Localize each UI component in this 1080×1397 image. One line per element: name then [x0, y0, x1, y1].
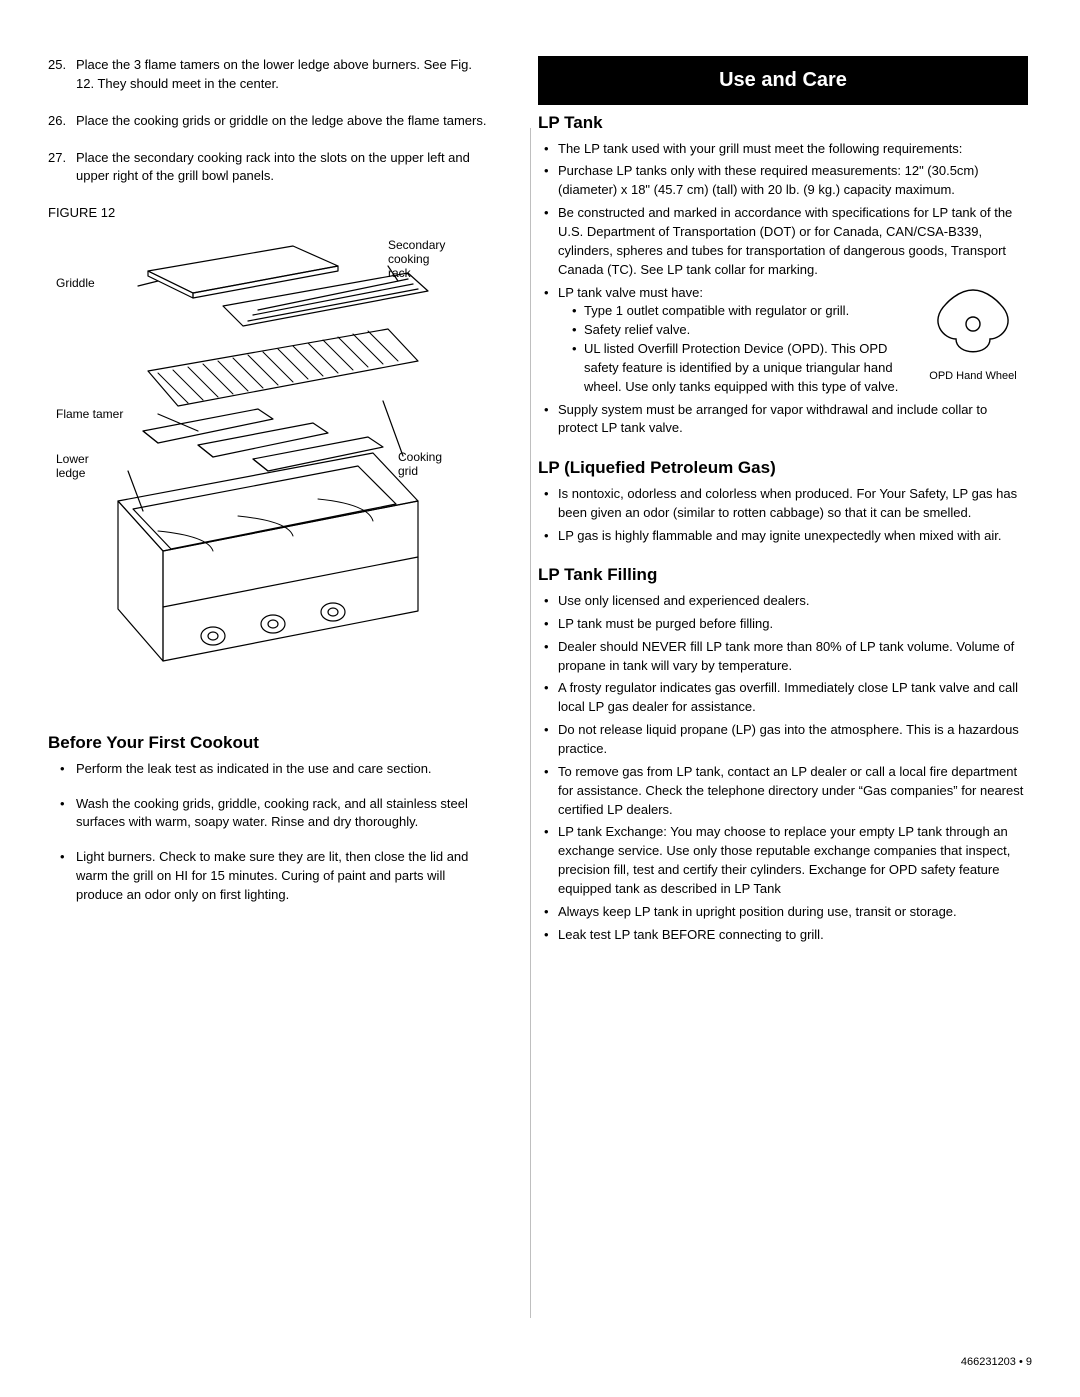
column-divider — [530, 128, 531, 1318]
lp-tank-heading: LP Tank — [538, 111, 1028, 136]
callout-lower-ledge: Lower ledge — [56, 453, 111, 481]
list-item: Purchase LP tanks only with these requir… — [538, 162, 1028, 200]
lp-gas-list: Is nontoxic, odorless and colorless when… — [538, 485, 1028, 546]
use-and-care-banner: Use and Care — [538, 56, 1028, 105]
list-item: Dealer should NEVER fill LP tank more th… — [538, 638, 1028, 676]
list-item: A frosty regulator indicates gas overfil… — [538, 679, 1028, 717]
list-item: Be constructed and marked in accordance … — [538, 204, 1028, 279]
list-item: OPD Hand Wheel LP tank valve must have: … — [538, 284, 1028, 397]
list-item: Wash the cooking grids, griddle, cooking… — [48, 795, 488, 833]
step-25: 25. Place the 3 flame tamers on the lowe… — [48, 56, 488, 94]
lp-gas-heading: LP (Liquefied Petroleum Gas) — [538, 456, 1028, 481]
left-column: 25. Place the 3 flame tamers on the lowe… — [48, 56, 488, 948]
figure-12: Griddle Flame tamer Lower ledge Secondar… — [48, 231, 448, 701]
callout-flame-tamer: Flame tamer — [56, 408, 123, 422]
list-item: LP tank must be purged before filling. — [538, 615, 1028, 634]
before-first-cookout-list: Perform the leak test as indicated in th… — [48, 760, 488, 905]
step-text: Place the 3 flame tamers on the lower le… — [76, 56, 488, 94]
list-item: Light burners. Check to make sure they a… — [48, 848, 488, 905]
step-text: Place the secondary cooking rack into th… — [76, 149, 488, 187]
step-number: 25. — [48, 56, 76, 94]
valve-intro: LP tank valve must have: — [558, 285, 703, 300]
callout-secondary-rack: Secondary cooking rack — [388, 239, 445, 280]
list-item: Type 1 outlet compatible with regulator … — [572, 302, 1028, 321]
list-item: Safety relief valve. — [572, 321, 1028, 340]
before-first-cookout-heading: Before Your First Cookout — [48, 731, 488, 756]
callout-cooking-grid: Cooking grid — [398, 451, 442, 479]
step-27: 27. Place the secondary cooking rack int… — [48, 149, 488, 187]
lp-tank-list: The LP tank used with your grill must me… — [538, 140, 1028, 439]
list-item: Supply system must be arranged for vapor… — [538, 401, 1028, 439]
figure-caption: FIGURE 12 — [48, 204, 488, 223]
list-item: To remove gas from LP tank, contact an L… — [538, 763, 1028, 820]
step-number: 26. — [48, 112, 76, 131]
page-footer: 466231203 • 9 — [961, 1355, 1032, 1371]
assembly-steps: 25. Place the 3 flame tamers on the lowe… — [48, 56, 488, 186]
list-item: LP gas is highly flammable and may ignit… — [538, 527, 1028, 546]
step-number: 27. — [48, 149, 76, 187]
list-item: Perform the leak test as indicated in th… — [48, 760, 488, 779]
callout-griddle: Griddle — [56, 277, 95, 291]
step-text: Place the cooking grids or griddle on th… — [76, 112, 488, 131]
valve-sub-list: Type 1 outlet compatible with regulator … — [558, 302, 1028, 396]
right-column: Use and Care LP Tank The LP tank used wi… — [538, 56, 1028, 948]
list-item: Is nontoxic, odorless and colorless when… — [538, 485, 1028, 523]
step-26: 26. Place the cooking grids or griddle o… — [48, 112, 488, 131]
list-item: LP tank Exchange: You may choose to repl… — [538, 823, 1028, 898]
list-item: Always keep LP tank in upright position … — [538, 903, 1028, 922]
lp-tank-filling-heading: LP Tank Filling — [538, 563, 1028, 588]
lp-tank-filling-list: Use only licensed and experienced dealer… — [538, 592, 1028, 944]
list-item: Leak test LP tank BEFORE connecting to g… — [538, 926, 1028, 945]
list-item: The LP tank used with your grill must me… — [538, 140, 1028, 159]
list-item: UL listed Overfill Protection Device (OP… — [572, 340, 1028, 397]
list-item: Use only licensed and experienced dealer… — [538, 592, 1028, 611]
list-item: Do not release liquid propane (LP) gas i… — [538, 721, 1028, 759]
